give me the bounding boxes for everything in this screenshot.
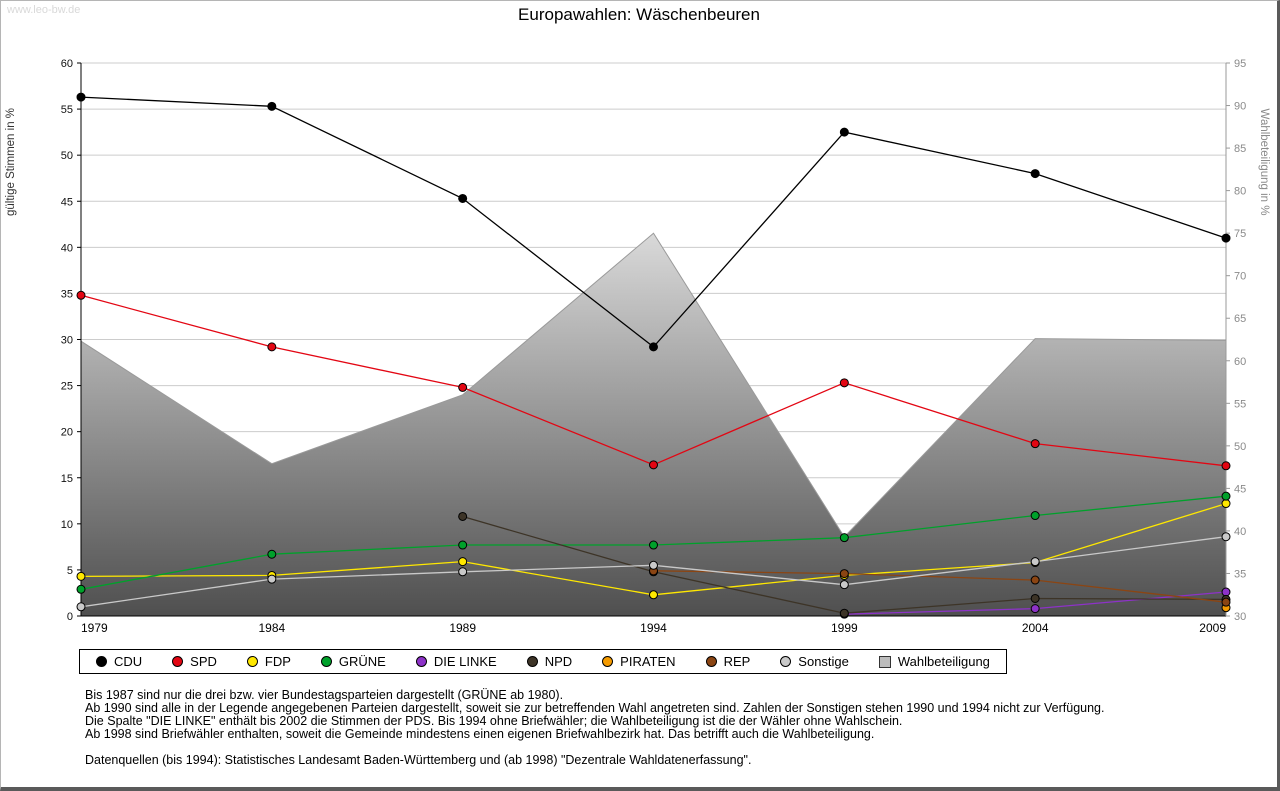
legend-item-piraten: PIRATEN bbox=[602, 654, 676, 669]
legend-label: Sonstige bbox=[798, 654, 849, 669]
svg-text:1984: 1984 bbox=[258, 621, 285, 635]
legend-dot-marker bbox=[415, 656, 427, 667]
legend-item-spd: SPD bbox=[172, 654, 217, 669]
svg-text:1989: 1989 bbox=[449, 621, 476, 635]
legend-dot-marker bbox=[602, 656, 614, 667]
svg-text:0: 0 bbox=[67, 611, 73, 623]
svg-text:55: 55 bbox=[1234, 398, 1246, 410]
chart-title: Europawahlen: Wäschenbeuren bbox=[518, 5, 760, 24]
legend-label: SPD bbox=[190, 654, 217, 669]
svg-text:20: 20 bbox=[61, 427, 73, 439]
legend-dot-marker bbox=[320, 656, 332, 667]
footnote-line: Bis 1987 sind nur die drei bzw. vier Bun… bbox=[85, 688, 564, 702]
legend-item-grune: GRÜNE bbox=[320, 654, 386, 669]
svg-text:75: 75 bbox=[1234, 228, 1246, 240]
legend-dot-marker bbox=[780, 656, 792, 667]
svg-text:1994: 1994 bbox=[640, 621, 667, 635]
legend-label: Wahlbeteiligung bbox=[897, 654, 990, 669]
svg-text:55: 55 bbox=[61, 104, 73, 116]
svg-text:65: 65 bbox=[1234, 313, 1246, 325]
legend-dot-marker bbox=[96, 656, 107, 667]
svg-text:1979: 1979 bbox=[81, 621, 108, 635]
svg-text:2009: 2009 bbox=[1199, 621, 1226, 635]
legend-item-cdu: CDU bbox=[96, 654, 142, 669]
footnotes-block: Bis 1987 sind nur die drei bzw. vier Bun… bbox=[85, 688, 1105, 767]
svg-text:10: 10 bbox=[61, 519, 73, 531]
legend-label: PIRATEN bbox=[620, 654, 676, 669]
svg-text:1999: 1999 bbox=[831, 621, 858, 635]
svg-text:30: 30 bbox=[61, 335, 73, 347]
svg-text:5: 5 bbox=[67, 565, 73, 577]
footnote-line: Ab 1990 sind alle in der Legende angegeb… bbox=[85, 701, 1105, 716]
legend-label: GRÜNE bbox=[338, 654, 386, 669]
legend-label: CDU bbox=[114, 654, 143, 669]
svg-text:45: 45 bbox=[1234, 483, 1246, 495]
watermark: www.leo-bw.de bbox=[7, 4, 81, 16]
svg-text:25: 25 bbox=[61, 381, 73, 393]
turnout-area bbox=[81, 233, 1226, 616]
legend-label: FDP bbox=[264, 654, 291, 669]
source-line: Datenquellen (bis 1994): Statistisches L… bbox=[85, 752, 752, 767]
footnote-line: Ab 1998 sind Briefwähler enthalten, sowe… bbox=[85, 727, 875, 742]
legend-label: NPD bbox=[544, 654, 573, 669]
svg-text:Wahlbeteiligung in %: Wahlbeteiligung in % bbox=[1258, 109, 1270, 216]
svg-text:60: 60 bbox=[1234, 356, 1246, 368]
svg-text:60: 60 bbox=[61, 58, 73, 70]
legend-square-marker bbox=[878, 655, 891, 668]
svg-text:95: 95 bbox=[1234, 58, 1246, 70]
legend-item-npd: NPD bbox=[526, 654, 573, 669]
legend-item-fdp: FDP bbox=[246, 654, 291, 669]
svg-text:35: 35 bbox=[1234, 568, 1246, 580]
legend-item-sonstige: Sonstige bbox=[780, 654, 849, 669]
svg-text:40: 40 bbox=[61, 242, 73, 254]
legend-item-rep: REP bbox=[705, 654, 751, 669]
svg-text:70: 70 bbox=[1234, 271, 1246, 283]
legend-label: DIE LINKE bbox=[433, 654, 497, 669]
legend-item-wahlbeteiligung: Wahlbeteiligung bbox=[878, 654, 990, 669]
legend-label: REP bbox=[723, 654, 751, 669]
svg-text:45: 45 bbox=[61, 196, 73, 208]
svg-text:2004: 2004 bbox=[1022, 621, 1049, 635]
svg-text:15: 15 bbox=[61, 473, 73, 485]
legend-item-die-linke: DIE LINKE bbox=[415, 654, 497, 669]
footnote-line: Die Spalte "DIE LINKE" enthält bis 2002 … bbox=[85, 714, 903, 729]
svg-text:gültige Stimmen in %: gültige Stimmen in % bbox=[5, 108, 17, 216]
legend-dot-marker bbox=[172, 656, 184, 667]
legend-dot-marker bbox=[705, 656, 717, 667]
svg-text:85: 85 bbox=[1234, 143, 1246, 155]
svg-text:35: 35 bbox=[61, 288, 73, 300]
svg-text:80: 80 bbox=[1234, 186, 1246, 198]
svg-text:90: 90 bbox=[1234, 101, 1246, 113]
legend-dot-marker bbox=[246, 656, 258, 667]
svg-text:40: 40 bbox=[1234, 526, 1246, 538]
election-line-chart: 0 5 10 15 20 25 30 35 40 45 50 55 60 30 35 40 45 50 55 60 65… bbox=[5, 58, 1270, 635]
svg-text:50: 50 bbox=[61, 150, 73, 162]
svg-text:50: 50 bbox=[1234, 441, 1246, 453]
svg-text:30: 30 bbox=[1234, 611, 1246, 623]
chart-legend: CDU SPD FDP GRÜNE DIE LINKE NPD PIRATEN REP Sons… bbox=[79, 649, 1007, 674]
legend-dot-marker bbox=[526, 656, 538, 667]
